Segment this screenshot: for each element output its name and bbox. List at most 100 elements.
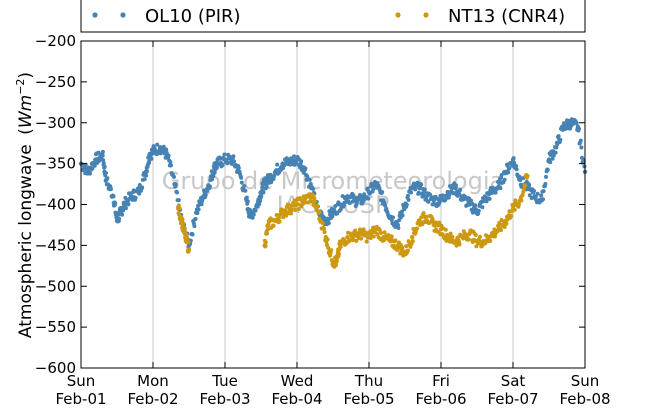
legend-marker [120, 12, 126, 18]
data-point [502, 177, 507, 182]
data-point [440, 193, 445, 198]
data-point [488, 238, 493, 243]
data-point [186, 247, 192, 252]
data-point [521, 187, 526, 192]
series-0 [78, 117, 588, 250]
data-point [389, 234, 394, 239]
data-point [90, 166, 95, 171]
data-point [164, 147, 169, 152]
data-point [577, 126, 581, 131]
x-tick-label-day: Thu [354, 372, 383, 390]
data-point [520, 193, 525, 198]
y-axis-title-text: Atmospheric longwave [16, 144, 36, 338]
data-point [299, 159, 304, 164]
data-point [303, 166, 308, 171]
data-point [335, 211, 340, 216]
data-point [380, 190, 385, 195]
data-point [413, 229, 418, 234]
data-point [430, 216, 435, 221]
y-tick-label: −200 [35, 32, 76, 50]
data-point [258, 198, 263, 203]
data-point [205, 189, 209, 194]
data-point [338, 244, 343, 249]
data-point [368, 236, 373, 241]
data-point [474, 244, 479, 249]
x-tick-label-day: Wed [281, 372, 314, 390]
data-point [347, 238, 352, 243]
data-point [326, 221, 331, 226]
data-point [416, 190, 421, 195]
data-point [329, 248, 334, 253]
data-point [454, 243, 459, 248]
x-tick-label-date: Feb-05 [343, 390, 394, 408]
data-point [137, 183, 142, 188]
legend-marker [395, 12, 401, 18]
data-point [231, 154, 236, 159]
data-point [545, 167, 550, 172]
y-tick-label: −400 [35, 196, 76, 214]
series-layer [78, 117, 588, 269]
data-point [182, 226, 187, 231]
series-1 [176, 172, 530, 269]
y-tick-label: −250 [35, 73, 76, 91]
data-point [126, 202, 131, 207]
data-point [272, 173, 277, 178]
data-point [313, 199, 317, 204]
data-point [396, 226, 401, 231]
data-point [105, 176, 110, 181]
data-point [193, 217, 198, 222]
x-tick-label-date: Feb-02 [127, 390, 178, 408]
data-point [426, 199, 431, 204]
data-point [175, 190, 179, 195]
data-point [322, 230, 327, 235]
data-point [265, 231, 269, 236]
data-point [366, 196, 371, 201]
data-point [117, 216, 122, 221]
data-point [133, 195, 138, 200]
data-point [103, 171, 108, 176]
data-point [347, 201, 352, 206]
y-tick-label: −450 [35, 236, 76, 254]
y-tick-label: −500 [35, 277, 76, 295]
data-point [277, 215, 281, 220]
data-point [142, 177, 147, 182]
data-point [419, 182, 424, 187]
data-point [415, 180, 420, 185]
data-point [512, 207, 517, 212]
data-point [210, 177, 215, 182]
x-tick-label-date: Feb-08 [559, 390, 610, 408]
data-point [454, 183, 458, 188]
data-point [192, 224, 197, 229]
data-point [362, 192, 367, 197]
data-point [527, 183, 532, 188]
data-point [140, 185, 145, 190]
data-point [404, 202, 409, 207]
data-point [499, 172, 504, 177]
data-point [469, 198, 473, 203]
data-point [391, 215, 395, 220]
data-point [260, 185, 265, 190]
data-point [239, 180, 244, 185]
data-point [180, 217, 185, 222]
data-point [220, 163, 225, 168]
data-point [410, 235, 415, 240]
data-point [502, 224, 507, 229]
data-point [558, 137, 563, 142]
y-axis-title-unit-w: W [16, 110, 36, 128]
data-point [364, 239, 369, 244]
y-axis-title: Atmospheric longwave (Wm−2) [14, 72, 36, 338]
data-point [307, 177, 312, 182]
data-point [283, 208, 287, 213]
data-point [450, 234, 455, 239]
data-point [212, 170, 217, 175]
data-point [257, 202, 262, 207]
data-point [136, 186, 140, 191]
data-point [173, 182, 178, 187]
data-point [225, 161, 230, 166]
data-point [100, 153, 105, 158]
data-point [371, 234, 376, 239]
data-point [290, 207, 295, 212]
data-point [543, 181, 548, 186]
data-point [518, 177, 523, 183]
